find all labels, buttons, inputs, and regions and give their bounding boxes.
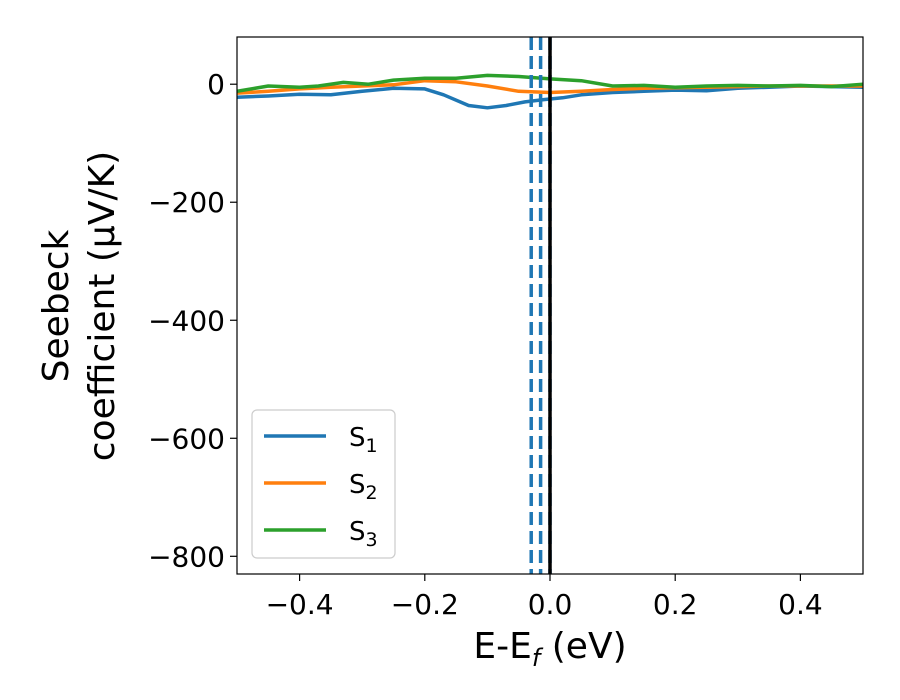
legend-label-s2: S2 [349, 470, 378, 504]
legend-label-s1: S1 [349, 423, 378, 457]
legend-label-sub: 3 [366, 529, 378, 551]
y-axis-label-line1: Seebeck [36, 229, 77, 382]
legend-label-main: S [349, 517, 366, 547]
x-tick-label: 0.4 [778, 588, 823, 621]
legend-label-s3: S3 [349, 517, 378, 551]
y-tick-label: 0 [207, 68, 225, 101]
x-tick-label: −0.2 [391, 588, 459, 621]
x-tick-label: 0.2 [653, 588, 698, 621]
legend-label-main: S [349, 423, 366, 453]
y-axis-label-line2: coefficient (μV/K) [82, 151, 123, 461]
legend-label-sub: 1 [366, 435, 378, 457]
legend-label-main: S [349, 470, 366, 500]
y-tick-label: −200 [148, 186, 225, 219]
x-axis-label: E-Ef (eV) [473, 626, 626, 672]
series-line-s3 [237, 73, 863, 94]
axes: −0.4 −0.2 0.0 0.2 0.4 0 −200 −400 −600 −800 [148, 36, 864, 621]
y-tick-label: −800 [148, 540, 225, 573]
y-axis-label: Seebeck coefficient (μV/K) [36, 151, 123, 461]
x-tick-label: −0.4 [266, 588, 334, 621]
plot-area [237, 37, 863, 574]
y-tick-label: −400 [148, 304, 225, 337]
x-tick-label: 0.0 [528, 588, 573, 621]
y-tick-label: −600 [148, 422, 225, 455]
x-axis-label-unit: (eV) [540, 626, 626, 667]
legend-label-sub: 2 [366, 482, 378, 504]
x-axis-label-main: E-E [473, 626, 531, 667]
